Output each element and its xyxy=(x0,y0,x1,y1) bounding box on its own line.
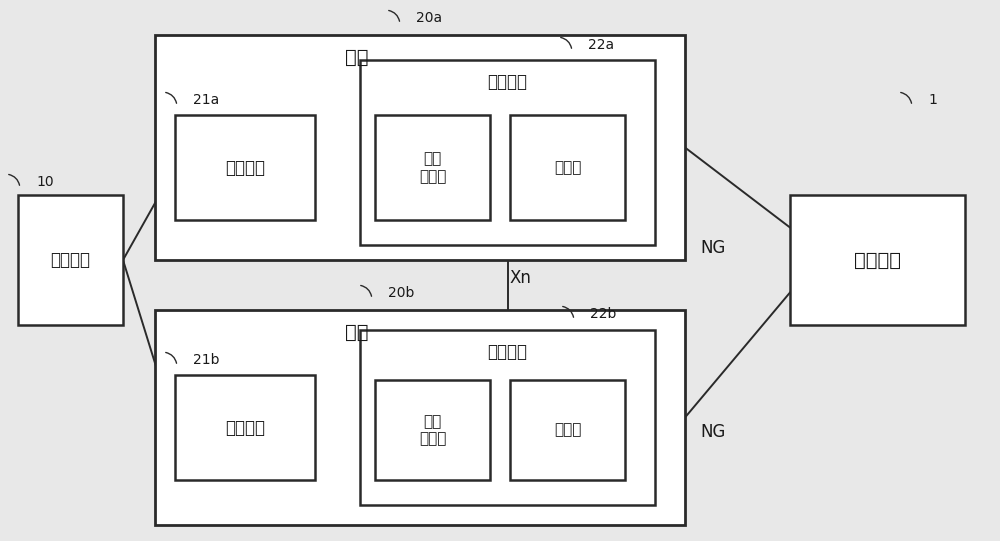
Text: 22b: 22b xyxy=(590,307,616,321)
Text: 核心网络: 核心网络 xyxy=(854,250,901,269)
Text: 基站: 基站 xyxy=(345,322,368,341)
Text: 21a: 21a xyxy=(193,93,219,107)
Text: 基带装置: 基带装置 xyxy=(488,73,528,91)
Text: 无线装置: 无线装置 xyxy=(225,419,265,437)
Bar xyxy=(375,380,490,480)
Bar xyxy=(18,195,123,325)
Text: 无线装置: 无线装置 xyxy=(225,159,265,176)
Text: 基站: 基站 xyxy=(345,48,368,67)
Text: 1: 1 xyxy=(928,93,937,107)
Text: 20a: 20a xyxy=(416,11,442,25)
Text: 20b: 20b xyxy=(388,286,414,300)
Bar xyxy=(510,115,625,220)
Text: 用户终端: 用户终端 xyxy=(50,251,90,269)
Text: NG: NG xyxy=(700,239,725,257)
Text: 10: 10 xyxy=(36,175,54,189)
Text: 运算
处理器: 运算 处理器 xyxy=(419,414,446,446)
Text: NG: NG xyxy=(700,423,725,441)
Bar xyxy=(155,310,685,525)
Bar xyxy=(510,380,625,480)
Text: Xn: Xn xyxy=(510,269,532,287)
Bar xyxy=(175,115,315,220)
Bar xyxy=(155,35,685,260)
Bar xyxy=(175,375,315,480)
Bar xyxy=(790,195,965,325)
Bar xyxy=(360,60,655,245)
Text: 存储器: 存储器 xyxy=(554,160,581,175)
Text: 21b: 21b xyxy=(193,353,220,367)
Text: 基带装置: 基带装置 xyxy=(488,343,528,361)
Bar xyxy=(360,330,655,505)
Text: 22a: 22a xyxy=(588,38,614,52)
Text: 运算
处理器: 运算 处理器 xyxy=(419,151,446,184)
Text: 存储器: 存储器 xyxy=(554,423,581,438)
Bar xyxy=(375,115,490,220)
